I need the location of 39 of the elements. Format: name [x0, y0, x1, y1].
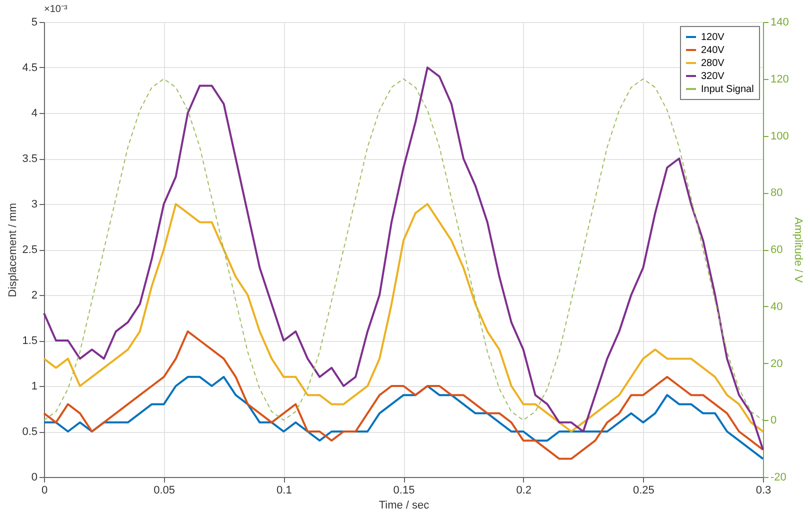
- legend-label: 120V: [701, 32, 725, 43]
- y-tick-label: 2: [31, 290, 38, 302]
- y2-tick-label: -20: [770, 472, 786, 484]
- y-tick-label: 4: [31, 108, 38, 120]
- y-tick-label: 4.5: [22, 62, 38, 74]
- text: ×10⁻³: [44, 4, 68, 15]
- y-tick-label: 0: [31, 472, 38, 484]
- y2-tick-label: 100: [770, 130, 789, 142]
- x-tick-label: 0.25: [632, 484, 654, 496]
- x-axis-title: Time / sec: [378, 500, 430, 512]
- y-tick-label: 3.5: [22, 153, 38, 165]
- y2-axis-title: Amplitude / V: [792, 217, 804, 284]
- x-tick-label: 0.1: [276, 484, 292, 496]
- line-series: [43, 203, 764, 432]
- legend-label: 320V: [701, 71, 725, 82]
- x-tick-label: 0.2: [516, 484, 532, 496]
- x-tick-label: 0.05: [154, 484, 176, 496]
- y2-tick-label: 80: [770, 187, 783, 200]
- legend-label: Input Signal: [701, 84, 754, 95]
- x-tick-label: 0.3: [756, 484, 772, 496]
- legend-label: 240V: [701, 45, 725, 56]
- x-tick-label: 0: [41, 484, 48, 496]
- y-tick-label: 1.5: [22, 335, 38, 347]
- y-tick-label: 2.5: [22, 244, 38, 256]
- y-tick-label: 1: [31, 380, 38, 392]
- y2-tick-label: 0: [770, 414, 777, 427]
- y2-tick-label: 120: [770, 73, 789, 86]
- y2-tick-label: 20: [770, 358, 783, 370]
- line-series: [43, 330, 764, 460]
- y-tick-label: 3: [31, 198, 38, 210]
- y-axis-title: Displacement / mm: [7, 202, 20, 298]
- x-tick-label: 0.15: [393, 484, 415, 496]
- legend-label: 280V: [701, 58, 725, 69]
- y2-tick-label: 140: [770, 16, 789, 28]
- y2-tick-label: 60: [770, 244, 783, 256]
- y-tick-label: 5: [31, 16, 38, 28]
- line-series: [43, 376, 764, 460]
- y-tick-label: 0.5: [22, 426, 38, 438]
- y2-tick-label: 40: [770, 300, 783, 313]
